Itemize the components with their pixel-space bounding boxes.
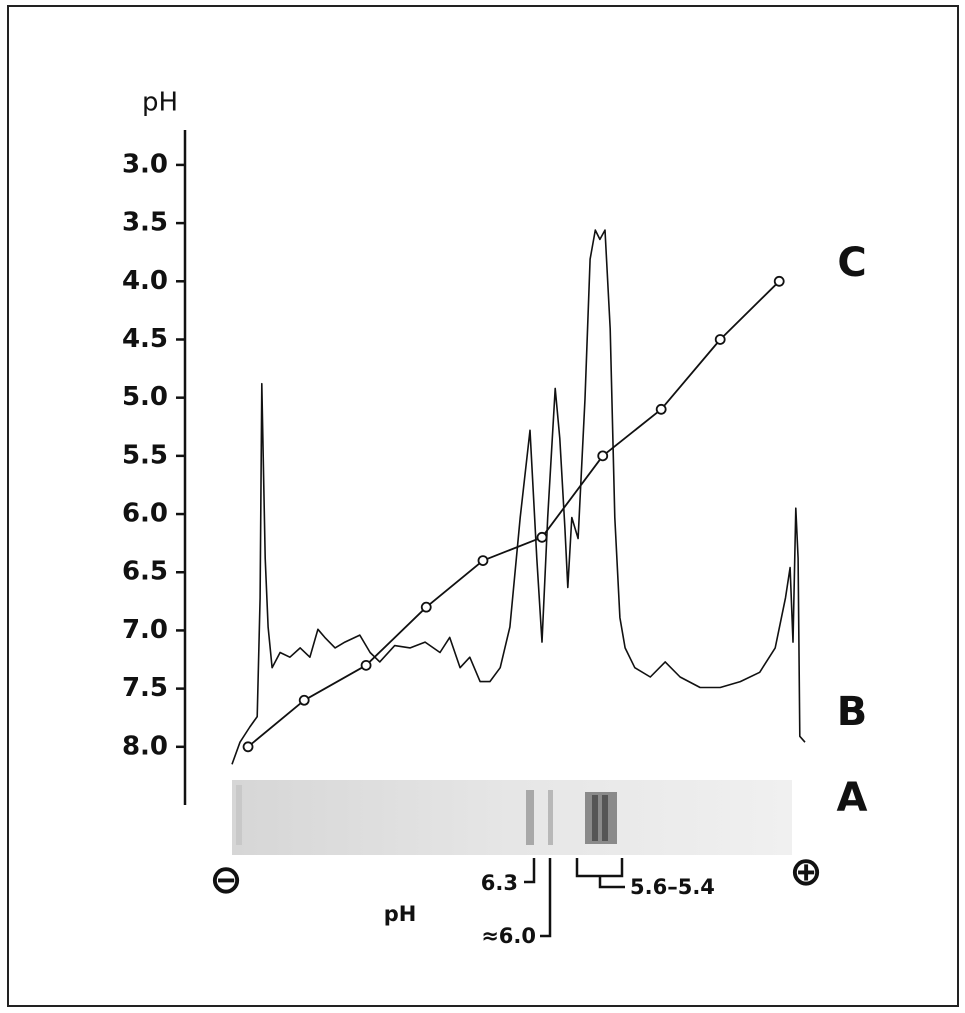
y-tick-label: 4.0 <box>122 266 168 296</box>
y-tick-label: 6.0 <box>122 499 168 529</box>
page: pH A ⊖ ⊕ 6.3 ≈6.0 5.6–5.4 pH 3.0 3.5 4.0 4.… <box>0 0 965 1013</box>
series-label: C <box>837 240 866 286</box>
y-tick-label: 8.0 <box>122 731 168 761</box>
brackets <box>524 858 625 936</box>
y-tick-label: 3.0 <box>122 149 168 179</box>
band-label: ≈6.0 <box>481 924 536 948</box>
point <box>244 742 253 751</box>
series-line <box>232 230 805 764</box>
point <box>537 533 546 542</box>
y-tick-label: 7.0 <box>122 615 168 645</box>
y-tick-label: 5.0 <box>122 382 168 412</box>
y-tick-label: 5.5 <box>122 440 168 470</box>
point <box>775 277 784 286</box>
y-axis-label: pH <box>142 88 178 118</box>
point <box>422 603 431 612</box>
point <box>362 661 371 670</box>
point <box>478 556 487 565</box>
band-ph-label: pH <box>384 902 417 926</box>
y-tick-label: 4.5 <box>122 324 168 354</box>
cathode: ⊖ <box>209 857 243 903</box>
point <box>300 696 309 705</box>
band-label: 6.3 <box>481 871 518 895</box>
point <box>716 335 725 344</box>
anode: ⊕ <box>789 849 823 895</box>
gel-label: A <box>837 775 868 821</box>
y-tick-label: 7.5 <box>122 673 168 703</box>
y-tick-label: 3.5 <box>122 208 168 238</box>
series-label: B <box>837 689 868 735</box>
point <box>657 405 666 414</box>
series-line <box>248 281 779 747</box>
gel <box>232 780 792 855</box>
band-label: 5.6–5.4 <box>630 875 715 899</box>
figure: pH A ⊖ ⊕ 6.3 ≈6.0 5.6–5.4 pH 3.0 3.5 4.0 4.… <box>0 0 965 1013</box>
y-tick-label: 6.5 <box>122 557 168 587</box>
point <box>598 451 607 460</box>
